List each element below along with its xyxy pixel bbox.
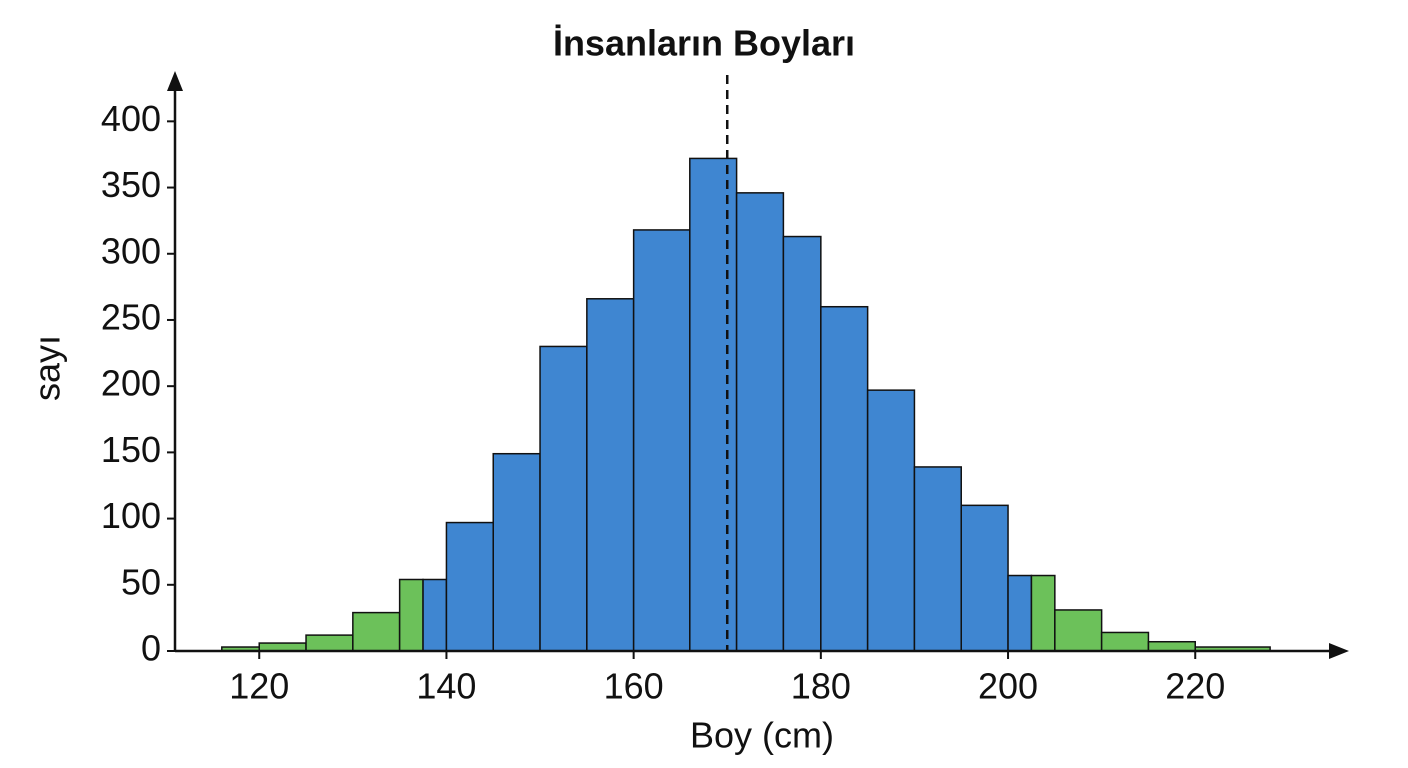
y-axis-label: sayı xyxy=(27,335,68,401)
x-tick-label: 120 xyxy=(229,666,289,707)
bar xyxy=(445,521,494,652)
y-tick-label: 150 xyxy=(101,429,161,470)
y-tick-label: 400 xyxy=(101,98,161,139)
bar xyxy=(866,389,916,652)
x-axis-arrow xyxy=(1329,643,1349,659)
y-tick-label: 350 xyxy=(101,164,161,205)
bar xyxy=(422,578,448,652)
x-tick-label: 220 xyxy=(1165,666,1225,707)
y-axis-arrow xyxy=(167,71,183,91)
bar xyxy=(1007,574,1033,652)
bar xyxy=(1054,609,1103,652)
chart-title: İnsanların Boyları xyxy=(553,23,855,64)
bar xyxy=(735,192,785,652)
y-tick-label: 250 xyxy=(101,296,161,337)
bar xyxy=(820,305,869,652)
bar xyxy=(689,157,738,652)
y-tick-label: 0 xyxy=(141,628,161,669)
bar xyxy=(586,298,635,652)
bar xyxy=(632,229,691,652)
bar xyxy=(913,466,962,652)
x-tick-label: 140 xyxy=(416,666,476,707)
bar xyxy=(398,578,424,652)
x-tick-label: 160 xyxy=(604,666,664,707)
bar xyxy=(782,235,822,652)
y-tick-label: 50 xyxy=(121,561,161,602)
bar xyxy=(960,504,1009,652)
bar xyxy=(1100,631,1150,652)
x-axis-label: Boy (cm) xyxy=(690,715,834,756)
bar xyxy=(539,345,588,652)
bar xyxy=(492,452,541,652)
x-tick-label: 180 xyxy=(791,666,851,707)
bar xyxy=(1030,574,1056,652)
y-tick-label: 100 xyxy=(101,495,161,536)
y-tick-label: 200 xyxy=(101,363,161,404)
x-tick-label: 200 xyxy=(978,666,1038,707)
bar xyxy=(305,634,354,652)
y-tick-label: 300 xyxy=(101,230,161,271)
bar xyxy=(1147,640,1196,652)
bar xyxy=(352,611,401,652)
